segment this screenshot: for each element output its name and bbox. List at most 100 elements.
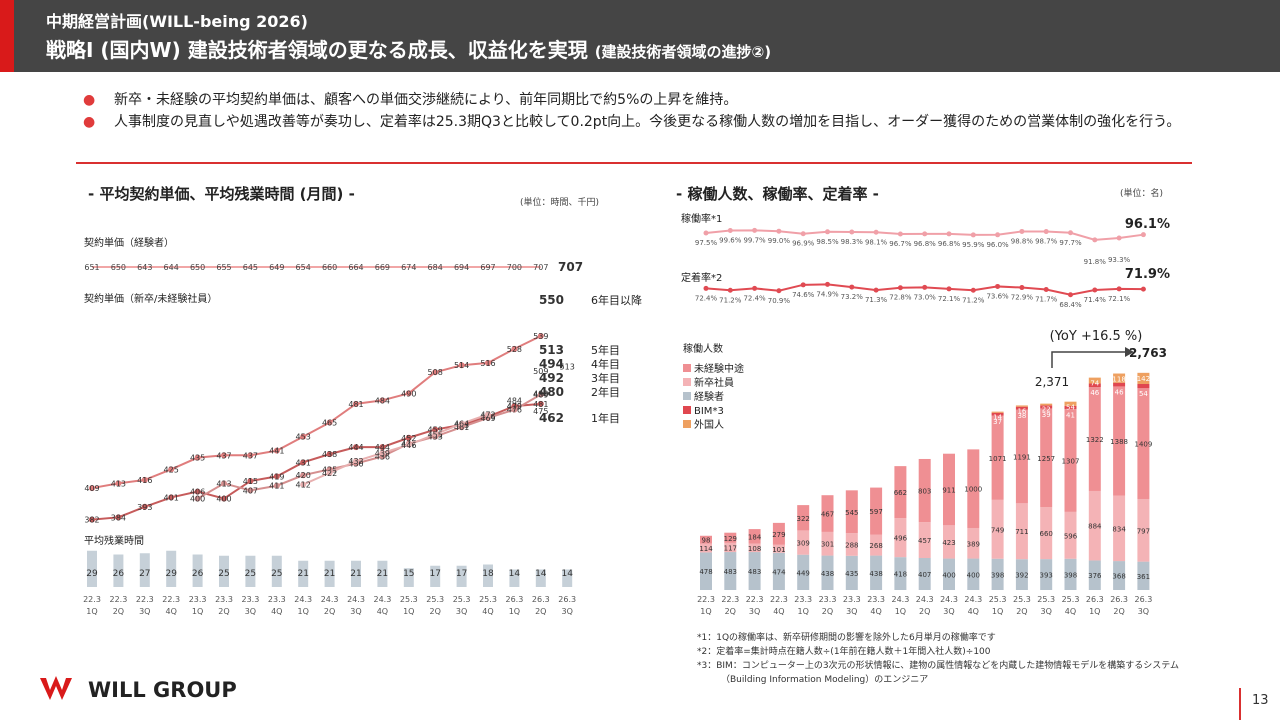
retention-point-label: 72.8% — [889, 294, 912, 302]
bar-segment — [748, 543, 761, 553]
bar-value-label: 361 — [1137, 573, 1150, 581]
retention-point — [752, 285, 758, 291]
retention-point-label: 71.2% — [719, 296, 742, 304]
x-tick-label: 3Q — [846, 607, 857, 616]
x-tick-label: 25.3 — [1037, 595, 1055, 604]
x-tick-label: 26.3 — [1134, 595, 1152, 604]
overtime-bar — [403, 568, 414, 587]
retention-point — [849, 284, 855, 290]
series-c-point-label: 400 — [190, 495, 205, 504]
retention-point-label: 68.4% — [1059, 301, 1082, 309]
series-c-point — [273, 482, 280, 489]
x-tick-label: 3Q — [562, 607, 573, 616]
bar-segment — [1113, 386, 1126, 496]
overtime-value-label: 29 — [86, 569, 98, 579]
x-tick-label: 22.3 — [721, 595, 739, 604]
bar-value-label: 662 — [894, 489, 907, 497]
series-d-line — [302, 413, 489, 486]
overtime-value-label: 18 — [482, 569, 494, 579]
bar-segment — [1113, 561, 1126, 590]
bar-value-label: 142 — [1137, 375, 1150, 383]
x-tick-label: 4Q — [870, 607, 881, 616]
x-tick-label: 24.3 — [294, 595, 312, 604]
x-tick-label: 4Q — [968, 607, 979, 616]
utilization-point-label: 91.8% — [1084, 258, 1107, 266]
series-b-point-label: 444 — [375, 443, 390, 452]
bar-segment — [1064, 409, 1077, 512]
x-tick-label: 4Q — [1065, 607, 1076, 616]
x-tick-label: 22.3 — [83, 595, 101, 604]
bar-value-label: 400 — [942, 571, 955, 579]
utilization-point-label: 98.3% — [841, 238, 864, 246]
bar-segment — [821, 531, 834, 556]
bar-value-label: 749 — [991, 526, 1004, 534]
page-number-bar — [1239, 688, 1241, 720]
bar-value-label: 54 — [1139, 390, 1148, 398]
overtime-bar — [166, 550, 177, 587]
bar-segment — [821, 495, 834, 532]
retention-point — [1140, 286, 1146, 292]
legend-swatch — [683, 406, 691, 414]
experienced-point-label: 649 — [269, 263, 284, 272]
utilization-last-label: 96.1% — [1125, 217, 1170, 232]
bullet-dot-icon: ● — [83, 114, 96, 130]
overtime-value-label: 17 — [429, 569, 440, 579]
series-a-point — [326, 419, 333, 426]
series-a-line — [91, 335, 542, 490]
utilization-point-label: 93.3% — [1108, 256, 1131, 264]
bar-segment — [1015, 559, 1028, 590]
utilization-point — [946, 231, 952, 237]
utilization-point — [873, 229, 879, 235]
bar-value-label: 22 — [1042, 406, 1051, 414]
series-a-point-label: 539 — [533, 332, 548, 341]
experienced-point-label: 664 — [348, 263, 363, 272]
bar-segment — [700, 543, 712, 553]
bar-value-label: 398 — [1064, 571, 1077, 579]
overtime-bar — [377, 560, 388, 587]
bar-segment — [772, 544, 785, 553]
bar-segment — [1015, 406, 1028, 410]
bar-value-label: 301 — [821, 541, 834, 549]
x-tick-label: 23.3 — [843, 595, 861, 604]
x-tick-label: 25.3 — [400, 595, 418, 604]
series-a-point — [353, 400, 359, 407]
overtime-value-label: 26 — [113, 569, 125, 579]
x-tick-label: 26.3 — [505, 595, 523, 604]
series-a-point — [141, 476, 148, 483]
series-b-point-label: 419 — [269, 472, 284, 481]
series-b-line — [91, 402, 541, 521]
x-tick-label: 22.3 — [697, 595, 715, 604]
x-tick-label: 23.3 — [867, 595, 885, 604]
bar-segment — [797, 505, 810, 531]
overtime-bar — [324, 560, 335, 587]
series-d-point — [300, 481, 307, 488]
bar-segment — [724, 532, 737, 543]
series-c-point-label: 413 — [216, 479, 231, 488]
series-a-point — [194, 454, 201, 461]
x-tick-label: 22.3 — [746, 595, 764, 604]
bar-segment — [918, 522, 931, 559]
overtime-bar — [219, 555, 229, 587]
series-d-point-label: 439 — [375, 449, 390, 458]
yoy-label: (YoY +16.5 %) — [1050, 329, 1143, 344]
bar-segment — [894, 518, 907, 558]
bar-value-label: 400 — [967, 571, 980, 579]
bar-value-label: 389 — [967, 540, 980, 548]
utilization-point — [727, 227, 733, 233]
footnotes: *1：1Qの稼働率は、新卒研修期間の影響を除外した6月単月の稼働率です *2：定… — [697, 631, 1237, 687]
series-d-point-label: 464 — [454, 420, 469, 429]
bar-segment — [918, 558, 931, 590]
series-a-point-label: 514 — [454, 361, 469, 370]
overtime-value-label: 14 — [509, 569, 521, 579]
divider — [76, 162, 1192, 164]
experienced-point-label: 660 — [322, 263, 337, 272]
series-d-point-label: 412 — [296, 481, 311, 490]
x-tick-label: 3Q — [456, 607, 467, 616]
yoy-arrowhead-icon — [1125, 347, 1134, 357]
x-tick-label: 3Q — [139, 607, 150, 616]
bar-value-label: 435 — [845, 570, 858, 578]
bar-segment — [870, 534, 883, 556]
overtime-value-label: 21 — [350, 569, 361, 579]
bar-segment — [1137, 383, 1150, 389]
utilization-point — [1116, 235, 1122, 241]
